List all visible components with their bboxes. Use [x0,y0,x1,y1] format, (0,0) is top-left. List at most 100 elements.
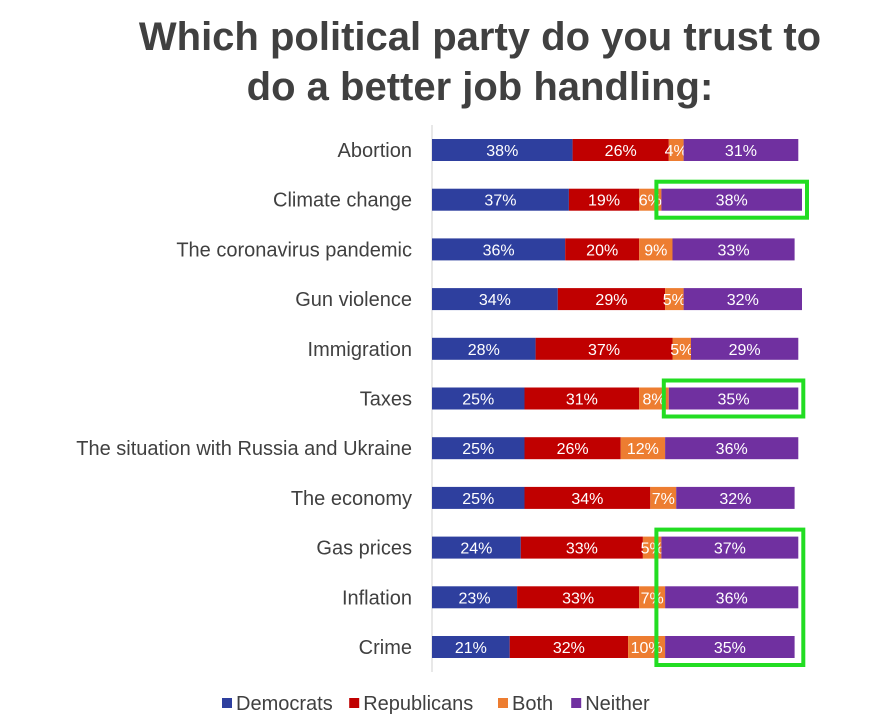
data-label: 25% [462,392,494,409]
bar-both [639,238,673,261]
data-label: 36% [716,590,748,607]
data-label: 26% [605,143,637,160]
bar-neither [665,586,799,609]
bar-both [620,437,666,460]
data-label: 20% [586,242,618,259]
bar-republicans [524,486,651,509]
category-label: Immigration [308,339,412,361]
bar-democrats [432,238,566,261]
data-label: 5% [641,541,664,558]
data-label: 31% [725,143,757,160]
bar-republicans [524,437,621,460]
data-label: 19% [588,193,620,210]
data-label: 26% [557,441,589,458]
category-label: Crime [359,637,412,659]
category-label: The situation with Russia and Ukraine [76,438,412,460]
bar-republicans [517,586,640,609]
bar-democrats [432,586,518,609]
bar-both [672,337,691,360]
bar-republicans [535,337,673,360]
highlight-box [654,179,810,220]
data-label: 35% [718,392,750,409]
bar-neither [672,238,795,261]
bar-both [639,586,666,609]
data-label: 35% [714,640,746,657]
category-label: Inflation [342,587,412,609]
chart-title-line-2: do a better job handling: [246,65,714,109]
bar-both [668,139,684,161]
data-label: 32% [719,491,751,508]
legend-swatch [349,698,360,708]
bar-democrats [432,387,525,410]
data-label: 36% [716,441,748,458]
data-label: 32% [553,640,585,657]
data-label: 34% [479,292,511,309]
legend-label: Democrats [236,693,333,715]
data-label: 12% [627,441,659,458]
data-label: 34% [571,491,603,508]
data-label: 5% [670,342,693,359]
category-label: The economy [291,488,412,510]
data-label: 21% [455,640,487,657]
bar-neither [683,139,799,161]
category-label: Gun violence [295,289,412,311]
bar-democrats [432,536,521,559]
chart-title-line-1: Which political party do you trust to [138,15,822,59]
data-label: 37% [588,342,620,359]
bar-neither [665,636,795,658]
bar-neither [691,337,799,360]
bar-neither [683,288,802,311]
data-label: 38% [486,143,518,160]
data-label: 7% [652,491,675,508]
category-label: The coronavirus pandemic [176,239,412,261]
bar-republicans [572,139,669,161]
bar-neither [676,486,795,509]
bar-republicans [509,636,629,658]
bar-republicans [565,238,640,261]
data-label: 32% [727,292,759,309]
data-label: 29% [729,342,761,359]
bar-republicans [520,536,643,559]
data-label: 33% [562,590,594,607]
data-label: 23% [459,590,491,607]
data-label: 33% [566,541,598,558]
category-label: Climate change [273,190,412,212]
bar-democrats [432,636,510,658]
bar-both [639,387,669,410]
data-label: 37% [714,541,746,558]
data-label: 9% [644,242,667,259]
bar-democrats [432,139,573,161]
data-label: 36% [483,242,515,259]
bar-both [665,288,684,311]
bar-republicans [524,387,640,410]
data-label: 5% [663,292,686,309]
data-label: 29% [595,292,627,309]
legend-label: Neither [585,693,650,715]
data-label: 33% [718,242,750,259]
data-label: 24% [460,541,492,558]
legend-label: Both [512,693,553,715]
legend-label: Republicans [363,693,473,715]
bar-neither [661,536,799,559]
legend-swatch [571,698,582,708]
bar-republicans [557,288,666,311]
data-label: 4% [665,143,688,160]
highlight-box [654,527,806,667]
highlight-box [661,378,806,419]
bar-republicans [568,188,640,211]
data-label: 37% [484,193,516,210]
category-label: Abortion [338,140,413,162]
data-label: 38% [716,193,748,210]
bar-neither [661,188,802,211]
data-label: 7% [641,590,664,607]
bar-democrats [432,288,558,311]
bar-democrats [432,337,536,360]
bar-neither [665,437,799,460]
category-label: Taxes [360,389,412,411]
category-label: Gas prices [316,538,412,560]
data-label: 31% [566,392,598,409]
data-label: 25% [462,491,494,508]
bar-democrats [432,486,525,509]
